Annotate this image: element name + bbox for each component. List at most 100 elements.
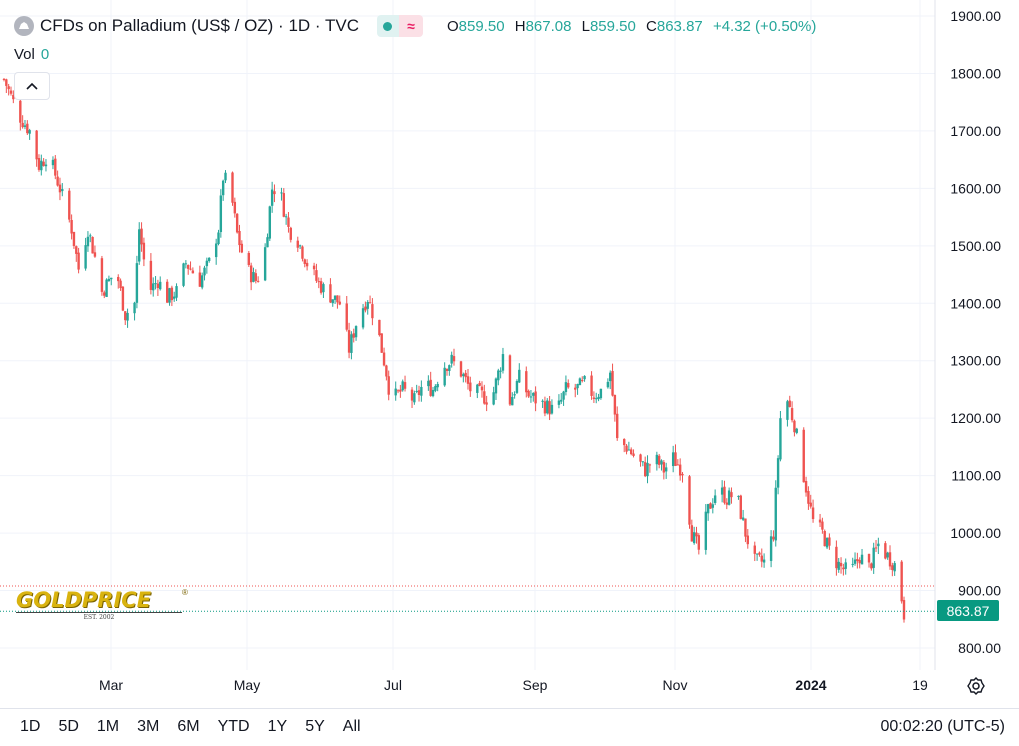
candle[interactable] [902,596,906,623]
candle[interactable] [762,553,766,568]
candle[interactable] [804,476,808,497]
candle[interactable] [184,260,188,269]
candle[interactable] [466,369,470,390]
candle[interactable] [525,366,528,398]
candle[interactable] [301,245,304,262]
candle[interactable] [853,552,857,566]
candle[interactable] [648,463,652,473]
candle[interactable] [331,299,334,307]
candle[interactable] [802,427,805,483]
candle[interactable] [630,447,633,456]
candle[interactable] [662,460,666,480]
candle[interactable] [674,444,677,467]
candle[interactable] [312,262,316,276]
candle[interactable] [58,177,62,201]
candle[interactable] [420,380,423,402]
candle[interactable] [809,494,812,509]
candle[interactable] [182,262,185,288]
candles[interactable] [2,78,906,623]
candle[interactable] [713,489,717,506]
candle[interactable] [207,257,211,263]
candle[interactable] [532,392,535,402]
candle[interactable] [583,375,586,382]
candle[interactable] [867,553,871,568]
candle[interactable] [338,295,341,306]
candle[interactable] [189,261,192,271]
candle[interactable] [100,255,104,296]
candle[interactable] [529,390,533,403]
candle[interactable] [448,364,451,376]
candle[interactable] [534,386,537,412]
candle[interactable] [429,371,432,397]
candle[interactable] [319,277,323,295]
candle[interactable] [564,375,568,396]
candle[interactable] [576,383,579,395]
candle[interactable] [159,276,162,291]
candle[interactable] [825,537,829,550]
candle[interactable] [28,128,31,140]
candle[interactable] [842,563,845,576]
candle[interactable] [233,197,237,218]
candle[interactable] [135,255,139,309]
candle[interactable] [173,291,176,302]
candle[interactable] [12,90,15,104]
candle[interactable] [567,379,570,389]
candle[interactable] [860,548,864,565]
candle[interactable] [888,545,892,570]
candle[interactable] [546,398,549,415]
candle[interactable] [821,517,824,534]
candle[interactable] [371,298,374,326]
candle[interactable] [746,529,749,549]
candle[interactable] [273,184,276,203]
candle[interactable] [452,348,456,366]
candle[interactable] [657,453,661,469]
candle[interactable] [156,279,160,296]
candle[interactable] [595,392,598,404]
candle[interactable] [84,237,87,271]
candle[interactable] [737,495,740,500]
candle[interactable] [77,247,80,274]
candle[interactable] [119,278,122,291]
candle[interactable] [758,551,761,557]
candle[interactable] [305,259,309,271]
candle[interactable] [166,279,169,303]
candle[interactable] [280,187,283,201]
candle[interactable] [124,310,127,325]
candle[interactable] [660,459,663,471]
candle[interactable] [431,386,435,398]
candle[interactable] [678,458,682,481]
candle[interactable] [769,530,773,568]
market-status-pill[interactable]: ≈ [376,15,423,37]
candle[interactable] [681,472,684,483]
candle[interactable] [480,381,484,398]
candle[interactable] [252,267,255,283]
candle[interactable] [214,238,218,265]
candle[interactable] [44,159,48,172]
candle[interactable] [86,231,90,252]
candle[interactable] [298,244,302,250]
candle[interactable] [21,115,24,129]
candle[interactable] [709,502,712,509]
candle[interactable] [68,188,71,223]
candle[interactable] [333,295,337,304]
candle[interactable] [23,120,27,130]
candle[interactable] [839,557,843,574]
candle[interactable] [494,377,498,400]
candle[interactable] [877,537,880,555]
candle[interactable] [282,188,285,218]
candle[interactable] [739,494,742,520]
candle[interactable] [664,462,668,479]
candle[interactable] [350,331,353,360]
candle[interactable] [399,384,402,398]
candle[interactable] [126,308,129,328]
candle[interactable] [268,205,272,242]
candle[interactable] [550,399,554,415]
candle[interactable] [744,518,747,543]
candle[interactable] [786,399,789,427]
candle[interactable] [249,262,253,291]
candle[interactable] [541,399,544,408]
candle[interactable] [790,401,794,423]
candle[interactable] [760,548,763,568]
candle[interactable] [352,328,355,343]
candle[interactable] [56,170,59,187]
